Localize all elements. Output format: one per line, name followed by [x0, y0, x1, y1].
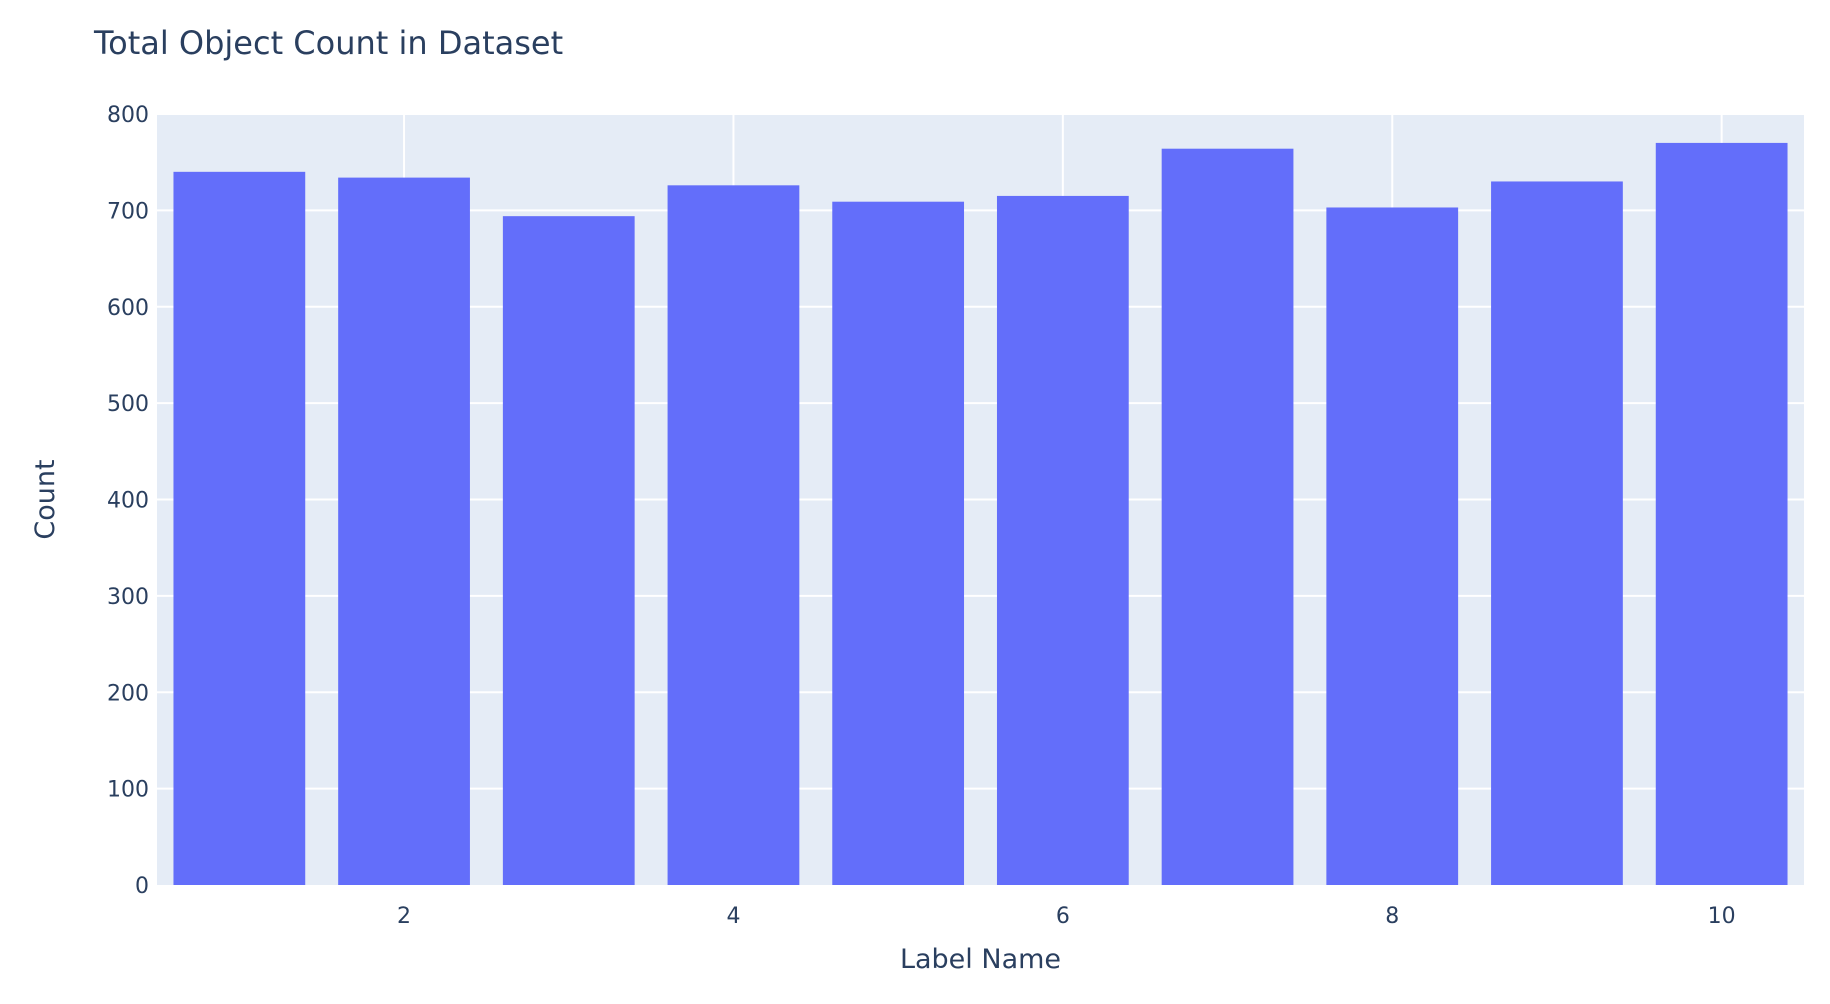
- x-tick-label: 2: [397, 904, 411, 929]
- y-tick-label: 100: [107, 778, 149, 803]
- y-axis-title: Count: [30, 459, 61, 539]
- bar-9[interactable]: [1491, 181, 1623, 885]
- x-axis-ticks: 2 4 6 8 10: [397, 904, 1736, 929]
- y-tick-label: 0: [135, 874, 149, 899]
- y-tick-label: 200: [107, 681, 149, 706]
- bar-4[interactable]: [667, 185, 800, 885]
- bar-5[interactable]: [832, 201, 965, 886]
- x-tick-label: 8: [1385, 904, 1399, 929]
- y-axis-ticks: 0 100 200 300 400 500 600 700 800: [107, 103, 149, 899]
- x-axis-title: Label Name: [900, 944, 1061, 975]
- y-tick-label: 300: [107, 585, 149, 610]
- x-tick-label: 6: [1056, 904, 1070, 929]
- chart-title: Total Object Count in Dataset: [93, 24, 563, 62]
- y-tick-label: 500: [107, 392, 149, 417]
- x-tick-label: 4: [726, 904, 740, 929]
- bar-3[interactable]: [502, 216, 635, 886]
- bar-8[interactable]: [1326, 207, 1459, 885]
- bar-6[interactable]: [996, 195, 1129, 885]
- y-tick-label: 800: [107, 103, 149, 128]
- bar-2[interactable]: [338, 177, 470, 886]
- bar-10[interactable]: [1655, 142, 1788, 886]
- y-tick-label: 600: [107, 296, 149, 321]
- y-tick-label: 700: [107, 199, 149, 224]
- x-tick-label: 10: [1708, 904, 1736, 929]
- bar-1[interactable]: [173, 171, 306, 885]
- bar-7[interactable]: [1161, 148, 1294, 885]
- bars: [173, 142, 1788, 886]
- y-tick-label: 400: [107, 489, 149, 514]
